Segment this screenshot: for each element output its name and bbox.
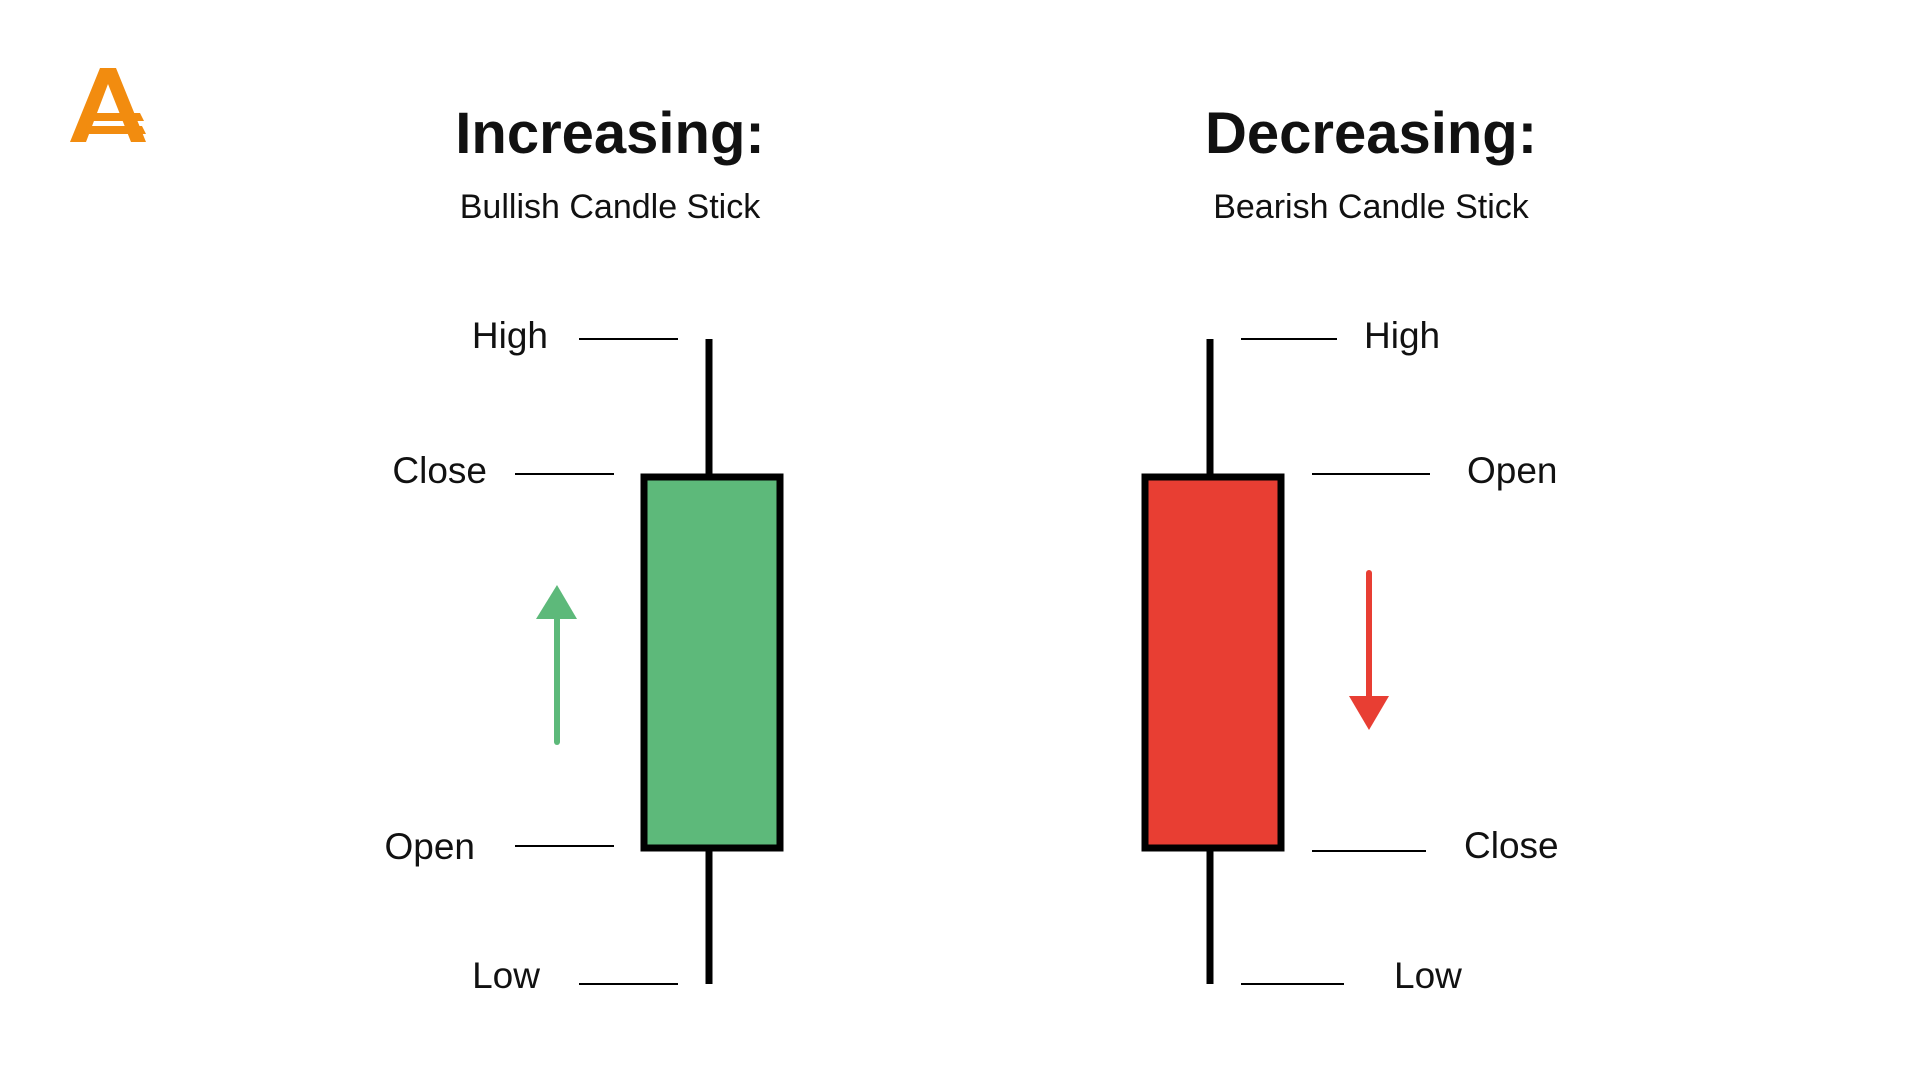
bearish-subtitle: Bearish Candle Stick xyxy=(1213,188,1529,226)
bullish-body xyxy=(640,473,784,852)
logo-icon xyxy=(70,68,146,142)
bearish-title: Decreasing: xyxy=(1204,101,1538,166)
bearish-body xyxy=(1141,473,1285,852)
bullish-title: Increasing: xyxy=(455,101,765,166)
bullish-low-label: Low xyxy=(472,955,540,996)
bullish-subtitle: Bullish Candle Stick xyxy=(459,188,761,226)
bullish-open-label: Open xyxy=(384,826,475,867)
bullish-close-label: Close xyxy=(392,450,487,491)
down-arrow-icon xyxy=(1349,570,1389,730)
bearish-high-label: High xyxy=(1364,315,1441,356)
up-arrow-icon xyxy=(536,585,577,745)
bearish-close-label: Close xyxy=(1464,825,1559,866)
bearish-low-label: Low xyxy=(1394,955,1462,996)
bearish-open-label: Open xyxy=(1467,450,1558,491)
bullish-high-label: High xyxy=(471,315,548,356)
